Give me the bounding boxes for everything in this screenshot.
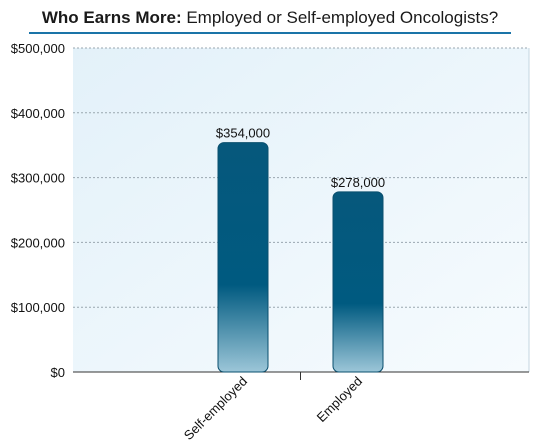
x-tick-label: Employed (314, 374, 365, 425)
bar (217, 142, 269, 373)
bar (332, 191, 384, 373)
chart-title-rest: Employed or Self-employed Oncologists? (181, 8, 499, 27)
chart-title-bar: Who Earns More: Employed or Self-employe… (29, 4, 511, 34)
y-tick-label: $100,000 (11, 300, 65, 315)
y-tick-label: $300,000 (11, 171, 65, 186)
y-tick-label: $500,000 (11, 41, 65, 56)
x-tick-label: Self-employed (181, 374, 250, 443)
y-tick-label: $400,000 (11, 106, 65, 121)
y-tick-label: $0 (51, 365, 65, 380)
chart-title-bold: Who Earns More: (41, 8, 182, 27)
plot-area (73, 48, 529, 372)
chart-title: Who Earns More: Employed or Self-employe… (29, 8, 511, 28)
data-label: $278,000 (331, 175, 385, 190)
data-label: $354,000 (216, 126, 270, 141)
y-tick-label: $200,000 (11, 235, 65, 250)
